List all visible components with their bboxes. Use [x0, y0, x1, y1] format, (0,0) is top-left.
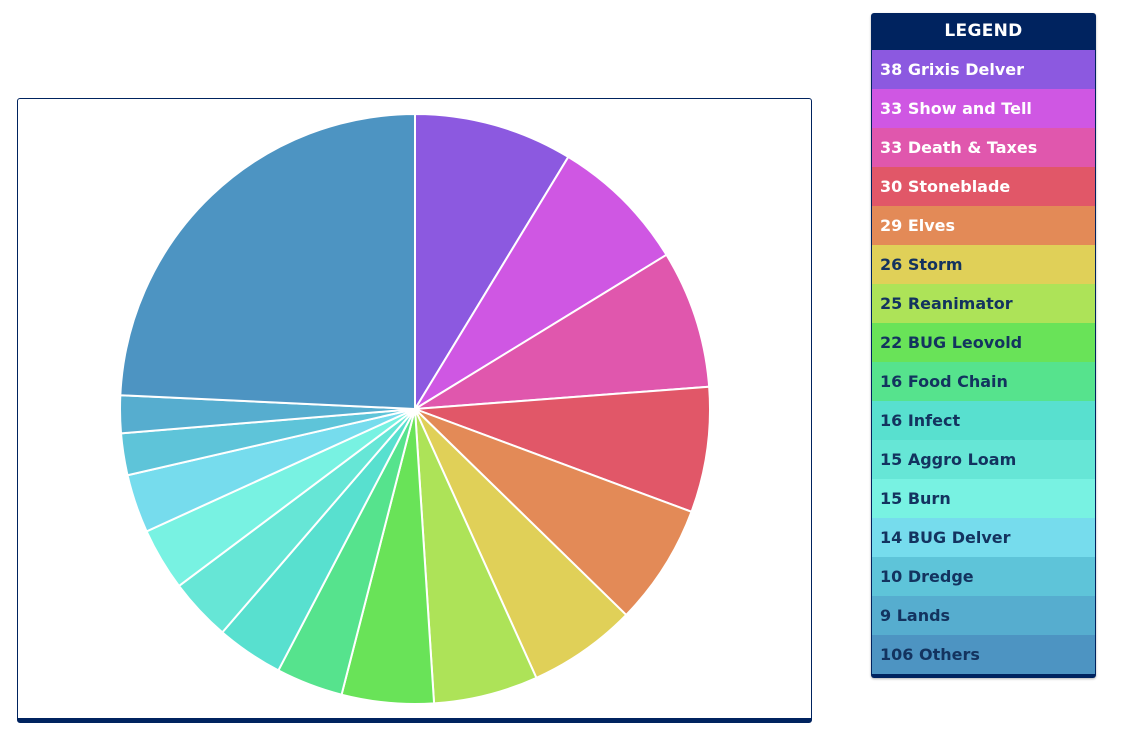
pie-slice-3[interactable] [414, 385, 711, 514]
legend: LEGEND 38 Grixis Delver 33 Show and Tell 3… [871, 13, 1096, 678]
legend-item-0[interactable]: 38 Grixis Delver [872, 50, 1095, 89]
legend-item-11[interactable]: 15 Burn [872, 479, 1095, 518]
legend-item-13[interactable]: 10 Dredge [872, 557, 1095, 596]
legend-item-12[interactable]: 14 BUG Delver [872, 518, 1095, 557]
pie-slice-1[interactable] [414, 155, 668, 410]
legend-item-14[interactable]: 9 Lands [872, 596, 1095, 635]
legend-item-8[interactable]: 16 Food Chain [872, 362, 1095, 401]
pie-slice-0[interactable] [414, 112, 570, 413]
legend-item-4[interactable]: 29 Elves [872, 206, 1095, 245]
legend-item-7[interactable]: 22 BUG Leovold [872, 323, 1095, 362]
legend-item-10[interactable]: 15 Aggro Loam [872, 440, 1095, 479]
legend-item-9[interactable]: 16 Infect [872, 401, 1095, 440]
pie-slice-15[interactable] [119, 112, 416, 411]
legend-item-6[interactable]: 25 Reanimator [872, 284, 1095, 323]
legend-item-2[interactable]: 33 Death & Taxes [872, 128, 1095, 167]
legend-items: 38 Grixis Delver 33 Show and Tell 33 Death… [871, 50, 1096, 674]
legend-item-5[interactable]: 26 Storm [872, 245, 1095, 284]
pie-chart [119, 112, 711, 705]
pie-slice-4[interactable] [414, 408, 693, 617]
legend-item-1[interactable]: 33 Show and Tell [872, 89, 1095, 128]
legend-item-15[interactable]: 106 Others [872, 635, 1095, 674]
pie-chart-panel [17, 98, 812, 723]
legend-item-3[interactable]: 30 Stoneblade [872, 167, 1095, 206]
pie-slice-2[interactable] [414, 253, 711, 410]
legend-title: LEGEND [944, 21, 1023, 41]
